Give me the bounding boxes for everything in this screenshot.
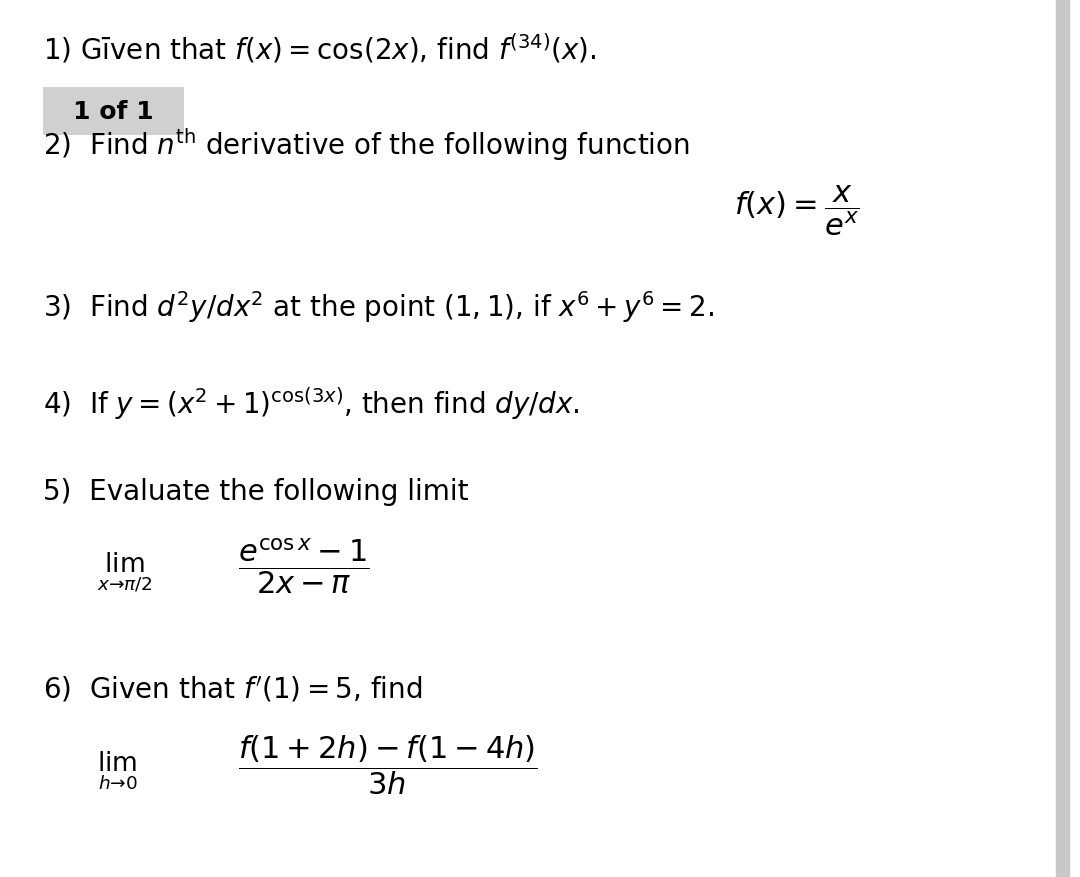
Text: 3)  Find $d^2y/dx^2$ at the point $(1, 1)$, if $x^6 + y^6 = 2$.: 3) Find $d^2y/dx^2$ at the point $(1, 1)… — [43, 289, 714, 324]
FancyBboxPatch shape — [43, 88, 184, 136]
Text: $\lim_{x \to \pi/2}$: $\lim_{x \to \pi/2}$ — [97, 550, 152, 594]
Text: $\lim_{h \to 0}$: $\lim_{h \to 0}$ — [97, 749, 138, 791]
Text: 1 of 1: 1 of 1 — [73, 100, 153, 124]
Bar — [1056, 0, 1069, 877]
Text: 4)  If $y = (x^2 + 1)^{\cos(3x)}$, then find $dy/dx$.: 4) If $y = (x^2 + 1)^{\cos(3x)}$, then f… — [43, 385, 580, 422]
Text: $f(x) = \dfrac{x}{e^x}$: $f(x) = \dfrac{x}{e^x}$ — [734, 183, 860, 238]
Text: 5)  Evaluate the following limit: 5) Evaluate the following limit — [43, 477, 469, 505]
Text: 2)  Find $n^{\mathrm{th}}$ derivative of the following function: 2) Find $n^{\mathrm{th}}$ derivative of … — [43, 126, 690, 163]
Text: 1) Gīven that $f(x) = \cos(2x)$, find $f^{(34)}(x)$.: 1) Gīven that $f(x) = \cos(2x)$, find $f… — [43, 32, 597, 65]
Text: $\dfrac{f(1 + 2h) - f(1 - 4h)}{3h}$: $\dfrac{f(1 + 2h) - f(1 - 4h)}{3h}$ — [238, 733, 537, 796]
Text: $\dfrac{e^{\cos x} - 1}{2x - \pi}$: $\dfrac{e^{\cos x} - 1}{2x - \pi}$ — [238, 536, 369, 595]
Text: 6)  Given that $f'(1) = 5$, find: 6) Given that $f'(1) = 5$, find — [43, 674, 422, 703]
